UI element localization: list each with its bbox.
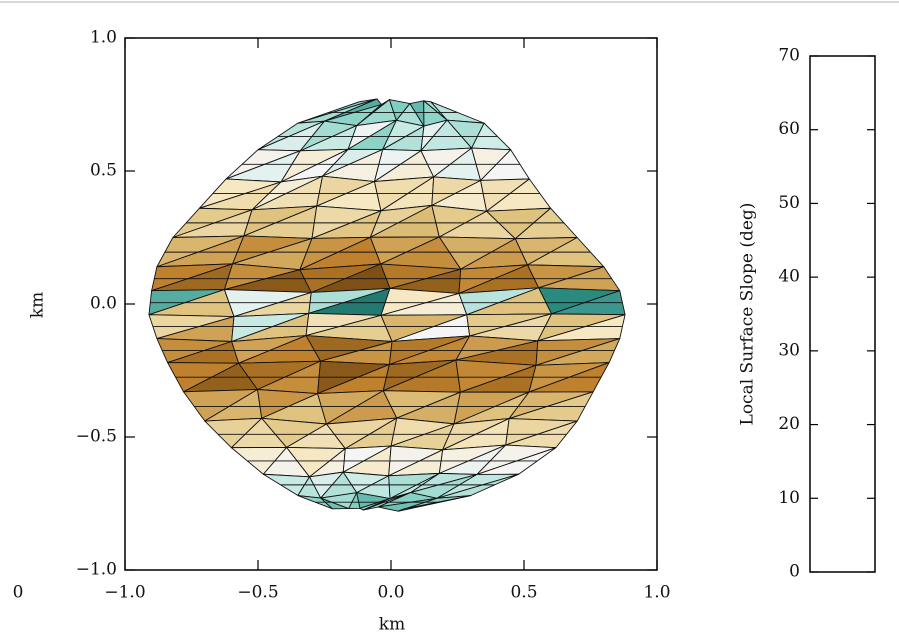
x-tick-label: 0.5 xyxy=(510,583,537,603)
y-axis-label: km xyxy=(28,292,48,318)
x-axis-label: km xyxy=(379,615,405,635)
y-tick-label: 0.5 xyxy=(90,161,117,181)
colorbar-tick-label: 30 xyxy=(778,340,800,360)
x-tick-label: −1.0 xyxy=(104,583,145,603)
colorbar-tick-label: 10 xyxy=(778,488,800,508)
colorbar-tick-label: 70 xyxy=(778,46,800,66)
colorbar-tick-label: 50 xyxy=(778,193,800,213)
y-tick-label: −1.0 xyxy=(76,560,117,580)
colorbar-tick-label: 60 xyxy=(778,119,800,139)
origin-label: 0 xyxy=(13,583,24,603)
colorbar-label: Local Surface Slope (deg) xyxy=(738,203,758,426)
colorbar xyxy=(810,56,875,572)
x-tick-label: 1.0 xyxy=(643,583,670,603)
y-tick-label: 1.0 xyxy=(90,28,117,48)
x-tick-label: −0.5 xyxy=(237,583,278,603)
y-tick-label: 0.0 xyxy=(90,294,117,314)
chart: km km 0 Local Surface Slope (deg) −1.0 −0… xyxy=(0,0,899,644)
colorbar-tick-label: 0 xyxy=(789,562,800,582)
colorbar-tick-label: 20 xyxy=(778,414,800,434)
y-tick-label: −0.5 xyxy=(76,427,117,447)
x-tick-label: 0.0 xyxy=(377,583,404,603)
colorbar-tick-label: 40 xyxy=(778,267,800,287)
